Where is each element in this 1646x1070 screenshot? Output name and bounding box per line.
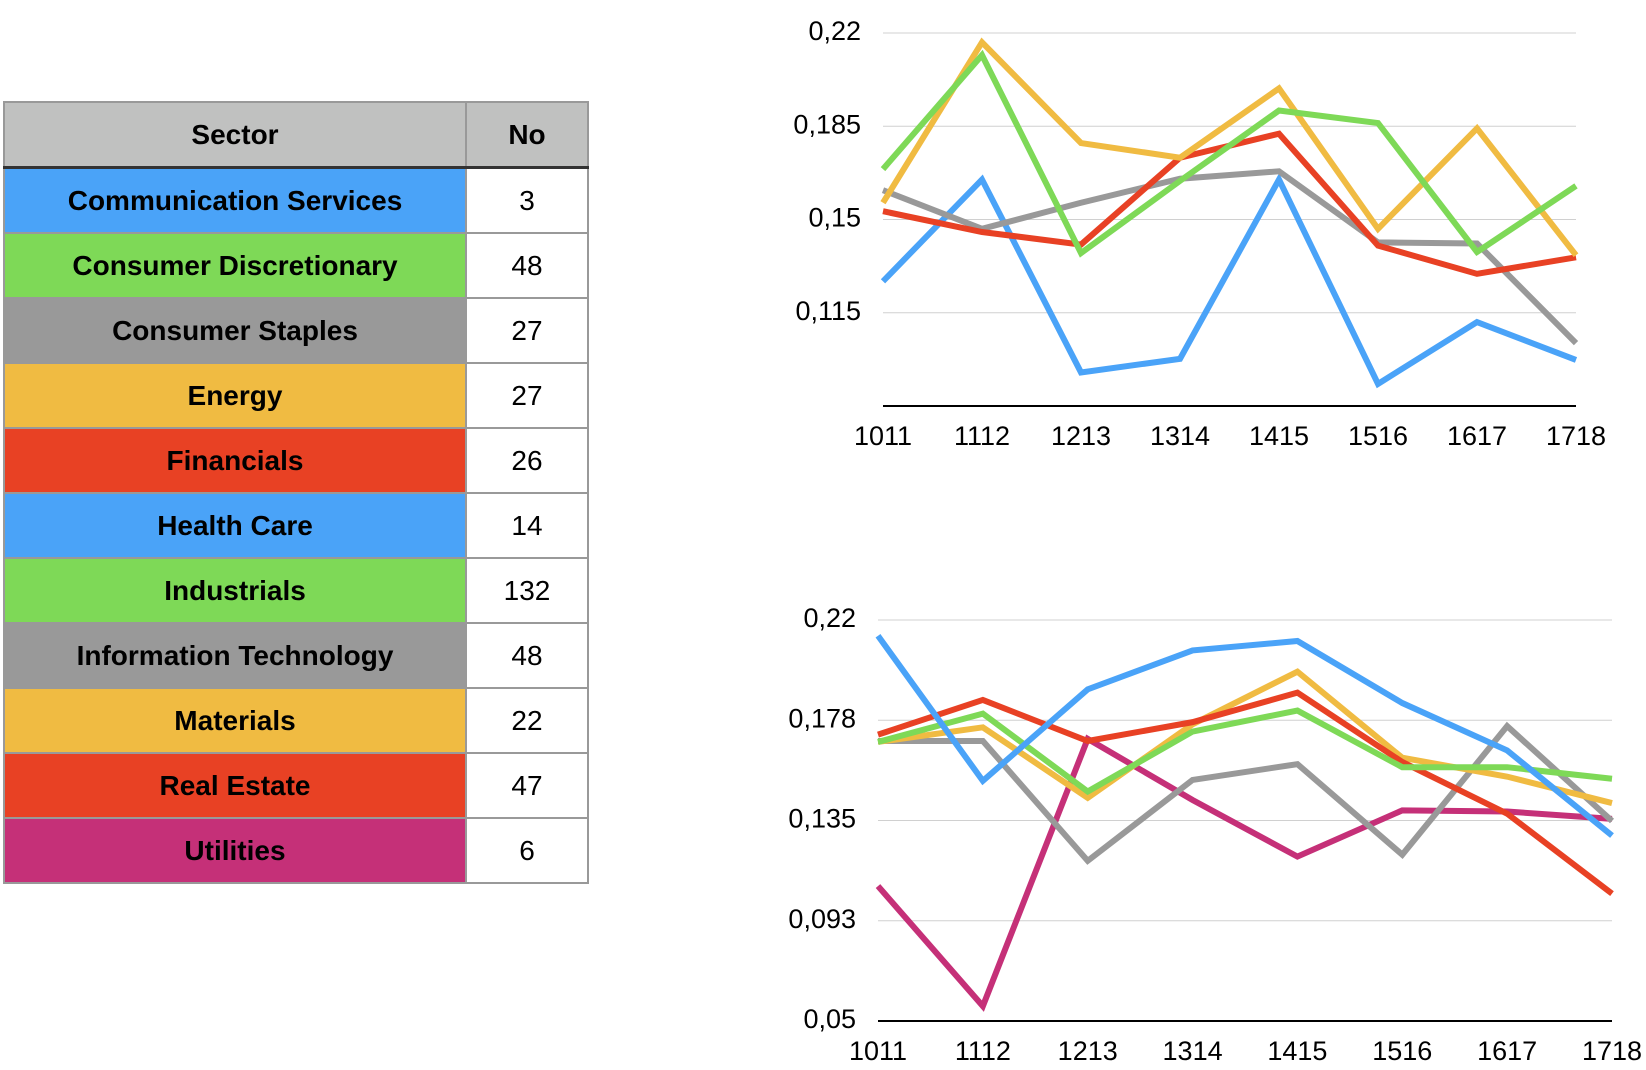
count-cell: 132 [465,557,589,624]
x-tick-label: 1617 [1447,421,1507,451]
x-tick-label: 1213 [1051,421,1111,451]
y-tick-label: 0,115 [795,296,861,326]
y-tick-label: 0,05 [803,1004,856,1034]
x-tick-label: 1011 [849,1036,907,1066]
series-line [878,721,1615,865]
table-row: Energy 27 [3,362,589,429]
series-line [880,49,1578,258]
x-tick-label: 1112 [955,1036,1011,1066]
table-row: Financials 26 [3,427,589,494]
series-line [875,734,1613,1012]
count-cell: 3 [465,166,589,234]
count-cell: 48 [465,622,589,689]
count-cell: 6 [465,817,589,884]
count-cell: 26 [465,427,589,494]
table-row: Communication Services 3 [3,166,589,234]
x-tick-label: 1516 [1372,1036,1432,1066]
header-cell: No [465,101,589,169]
sector-table: Sector No Communication Services 3 Consume… [3,101,589,884]
table-row: Information Technology 48 [3,622,589,689]
sector-cell: Materials [3,687,467,754]
y-tick-label: 0,135 [788,804,856,834]
table-row: Real Estate 47 [3,752,589,819]
header-cell: Sector [3,101,467,169]
sector-cell: Communication Services [3,166,467,234]
table-row: Industrials 132 [3,557,589,624]
series-line [880,173,1578,389]
y-tick-label: 0,178 [788,703,856,733]
sector-cell: Consumer Discretionary [3,232,467,299]
table-row: Consumer Discretionary 48 [3,232,589,299]
count-cell: 22 [465,687,589,754]
count-cell: 14 [465,492,589,559]
count-cell: 47 [465,752,589,819]
sector-cell: Financials [3,427,467,494]
sector-cell: Consumer Staples [3,297,467,364]
sector-cell: Energy [3,362,467,429]
sector-cell: Industrials [3,557,467,624]
count-cell: 27 [465,362,589,429]
x-tick-label: 1112 [954,421,1010,451]
x-tick-label: 1213 [1058,1036,1118,1066]
table-row: Consumer Staples 27 [3,297,589,364]
header-row: Sector No [3,101,589,169]
count-cell: 27 [465,297,589,364]
series-line [881,168,1579,346]
count-cell: 48 [465,232,589,299]
table-row: Materials 22 [3,687,589,754]
table-row: Health Care 14 [3,492,589,559]
x-tick-label: 1718 [1546,421,1606,451]
y-tick-label: 0,22 [808,16,861,46]
sector-cell: Real Estate [3,752,467,819]
x-tick-label: 1415 [1267,1036,1327,1066]
sector-cell: Utilities [3,817,467,884]
series-line [877,707,1613,796]
x-tick-label: 1617 [1477,1036,1537,1066]
y-tick-label: 0,15 [808,203,861,233]
x-tick-label: 1718 [1582,1036,1642,1066]
series-line [877,689,1614,897]
series-line [875,634,1614,838]
series-line [877,668,1613,806]
y-tick-label: 0,185 [793,109,861,139]
table-row: Utilities 6 [3,817,589,884]
x-tick-label: 1415 [1249,421,1309,451]
sector-cell: Health Care [3,492,467,559]
x-tick-label: 1314 [1150,421,1210,451]
x-tick-label: 1516 [1348,421,1408,451]
y-tick-label: 0,22 [803,603,856,633]
y-tick-label: 0,093 [788,904,856,934]
sector-cell: Information Technology [3,622,467,689]
series-line [880,37,1579,258]
x-tick-label: 1314 [1163,1036,1223,1066]
series-line [882,130,1577,277]
x-tick-label: 1011 [854,421,912,451]
